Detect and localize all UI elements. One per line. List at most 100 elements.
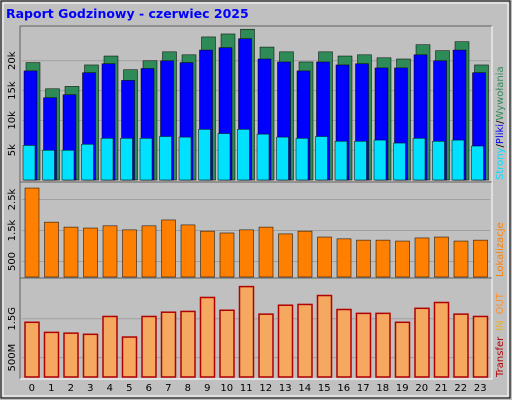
legend-entry: Pliki [495, 124, 506, 144]
bar [219, 232, 235, 278]
legend: Strony/Pliki/Wywołania [495, 66, 506, 180]
bar [238, 285, 255, 378]
bar-pages [100, 138, 114, 181]
bar [161, 219, 176, 278]
bar [24, 321, 40, 378]
x-tick-label: 1 [48, 383, 54, 394]
legend-entry: OUT [495, 292, 506, 314]
bar [121, 336, 138, 378]
panel [20, 278, 492, 379]
y-tick-label: 15k [7, 81, 18, 100]
y-tick-label: 500 [7, 252, 18, 271]
x-tick-label: 8 [185, 383, 191, 394]
legend: Transfer IN OUT [495, 292, 506, 378]
x-tick-label: 13 [279, 383, 292, 394]
legend-entry: Wywołania [495, 66, 506, 120]
bar [102, 225, 118, 278]
x-tick-label: 20 [415, 383, 428, 394]
bar-pages [373, 139, 387, 181]
bar [356, 239, 371, 278]
bar-pages [432, 141, 445, 181]
x-tick-label: 22 [454, 383, 467, 394]
bar [141, 225, 157, 278]
x-tick-label: 11 [240, 383, 253, 394]
x-tick-label: 23 [474, 383, 487, 394]
y-tick-label: 10k [7, 111, 18, 130]
bar [395, 240, 410, 278]
x-tick-label: 2 [68, 383, 74, 394]
bar [141, 315, 157, 378]
bar-pages [81, 143, 94, 181]
bar-pages [61, 149, 75, 181]
x-tick-label: 4 [107, 383, 113, 394]
bar [336, 308, 352, 378]
bar [434, 236, 449, 278]
bar-pages [354, 141, 367, 181]
y-tick-label: 1.5k [7, 219, 18, 241]
frame-inner [2, 2, 509, 397]
bar [200, 230, 215, 278]
legend-separator: / [495, 120, 506, 124]
bar-pages [334, 141, 348, 181]
bar [180, 224, 196, 278]
bar [219, 309, 235, 378]
bar [24, 187, 40, 278]
bar [375, 312, 391, 378]
bar [316, 294, 333, 378]
y-tick-label: 5k [7, 144, 18, 156]
bar-pages [295, 138, 309, 181]
x-tick-label: 0 [29, 383, 35, 394]
x-tick-label: 17 [357, 383, 370, 394]
bar [199, 296, 216, 378]
bar [453, 240, 469, 278]
bar [180, 310, 196, 378]
bar-pages [217, 133, 231, 181]
bar [414, 237, 430, 278]
bar [317, 236, 332, 278]
x-tick-label: 18 [376, 383, 389, 394]
y-tick-label: 500M [7, 344, 18, 372]
x-tick-label: 7 [165, 383, 171, 394]
bar [394, 321, 411, 378]
bar [43, 331, 60, 378]
bar [355, 312, 372, 378]
bar-pages [256, 133, 270, 181]
bar [433, 301, 450, 378]
legend-entry: Strony [495, 147, 506, 180]
legend: Lokalizacje [495, 222, 506, 277]
y-tick-label: 20k [7, 51, 18, 70]
bar-pages [393, 142, 406, 181]
legend-separator: / [495, 143, 506, 147]
bar [63, 332, 79, 378]
bar [102, 315, 118, 378]
bar [258, 313, 274, 378]
bar-pages [159, 136, 172, 181]
bar [82, 333, 99, 378]
x-tick-label: 9 [204, 383, 210, 394]
bar [297, 230, 313, 278]
x-tick-label: 10 [220, 383, 233, 394]
x-tick-label: 6 [146, 383, 152, 394]
x-tick-label: 3 [87, 383, 93, 394]
bar [278, 233, 293, 278]
bar-pages [139, 138, 153, 181]
bar-pages [178, 136, 192, 181]
bar [239, 229, 254, 278]
bar [453, 313, 469, 378]
bar [83, 227, 98, 278]
x-tick-label: 16 [337, 383, 350, 394]
legend-entry: Lokalizacje [495, 222, 506, 277]
y-tick-label: 1.5G [7, 307, 18, 331]
y-tick-label: 2.5k [7, 188, 18, 210]
bar-pages [451, 139, 465, 181]
bar [122, 229, 137, 278]
bar [336, 238, 352, 278]
x-tick-label: 14 [298, 383, 311, 394]
bar [375, 239, 391, 278]
x-tick-label: 5 [126, 383, 132, 394]
bar [414, 307, 430, 378]
bar [160, 311, 177, 378]
bar-pages [276, 136, 289, 181]
